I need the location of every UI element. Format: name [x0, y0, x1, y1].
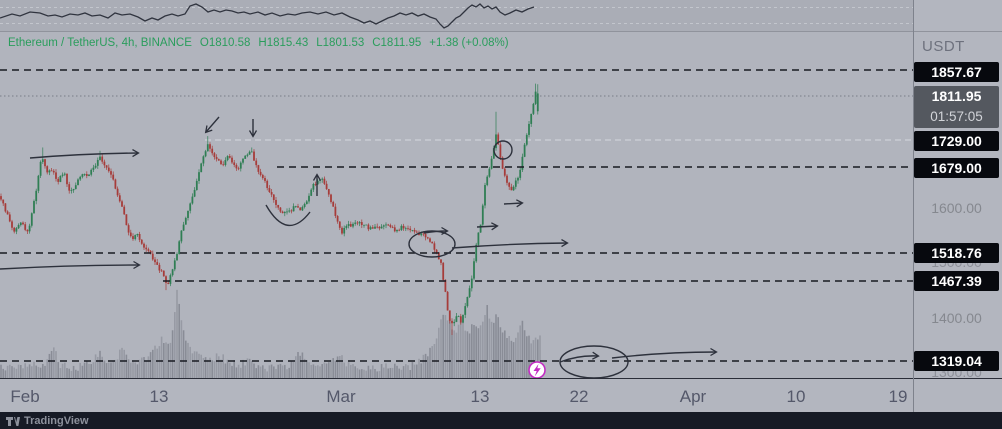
symbol-legend[interactable]: Ethereum / TetherUS, 4h, BINANCE O1810.58… — [8, 37, 517, 49]
main-chart-pane[interactable] — [0, 31, 913, 379]
level-lines[interactable] — [0, 69, 913, 362]
time-tick-mar: Mar — [326, 387, 356, 406]
time-axis[interactable]: Feb 13 Mar 13 22 Apr 10 19 — [0, 379, 1002, 412]
tradingview-logo-icon — [6, 416, 20, 426]
pane-separator[interactable] — [0, 31, 1002, 32]
price-level-label: 1518.76 — [914, 243, 999, 263]
chart-bottom-border — [0, 378, 1002, 379]
price-chart-canvas[interactable] — [0, 31, 913, 379]
price-change: +1.38 (+0.08%) — [429, 37, 509, 49]
time-tick-apr: Apr — [679, 387, 707, 406]
price-level-label: 1679.00 — [914, 158, 999, 178]
axis-price-label: 1400.00 — [931, 310, 982, 326]
tradingview-logo[interactable]: TradingView — [6, 415, 89, 427]
time-tick-feb: Feb — [10, 387, 40, 406]
time-tick-19: 19 — [888, 387, 908, 406]
volume-series — [0, 289, 541, 378]
current-price-label: 1811.95 01:57:05 — [914, 86, 999, 128]
ohlc-close: C1811.95 — [372, 37, 422, 49]
symbol-title[interactable]: Ethereum / TetherUS, 4h, BINANCE — [8, 37, 192, 49]
ohlc-open: O1810.58 — [199, 37, 251, 49]
countdown-timer: 01:57:05 — [930, 109, 983, 124]
price-level-label: 1319.04 — [914, 351, 999, 371]
axis-currency-label: USDT — [922, 38, 965, 55]
time-tick-22: 22 — [569, 387, 589, 406]
price-axis-border — [913, 0, 914, 412]
price-level-label: 1857.67 — [914, 62, 999, 82]
drawing-annotations[interactable] — [0, 116, 718, 379]
time-tick-13: 13 — [470, 387, 490, 406]
price-level-label: 1467.39 — [914, 271, 999, 291]
lightning-icon — [533, 364, 541, 377]
ohlc-low: L1801.53 — [316, 37, 365, 49]
axis-price-label: 1600.00 — [931, 200, 982, 216]
ohlc-high: H1815.43 — [258, 37, 309, 49]
candlestick-series — [0, 83, 539, 336]
price-level-label: 1729.00 — [914, 131, 999, 151]
indicator-pane[interactable] — [0, 0, 913, 31]
time-tick-13: 13 — [149, 387, 169, 406]
brand-name: TradingView — [24, 415, 89, 427]
flash-badge[interactable] — [528, 361, 546, 379]
price-axis[interactable]: USDT 1500.001300.001857.671811.9501:57:0… — [914, 0, 1002, 380]
indicator-line — [0, 3, 535, 29]
footer-bar: TradingView — [0, 412, 1002, 429]
time-tick-10: 10 — [786, 387, 806, 406]
indicator-line-chart — [0, 3, 913, 29]
